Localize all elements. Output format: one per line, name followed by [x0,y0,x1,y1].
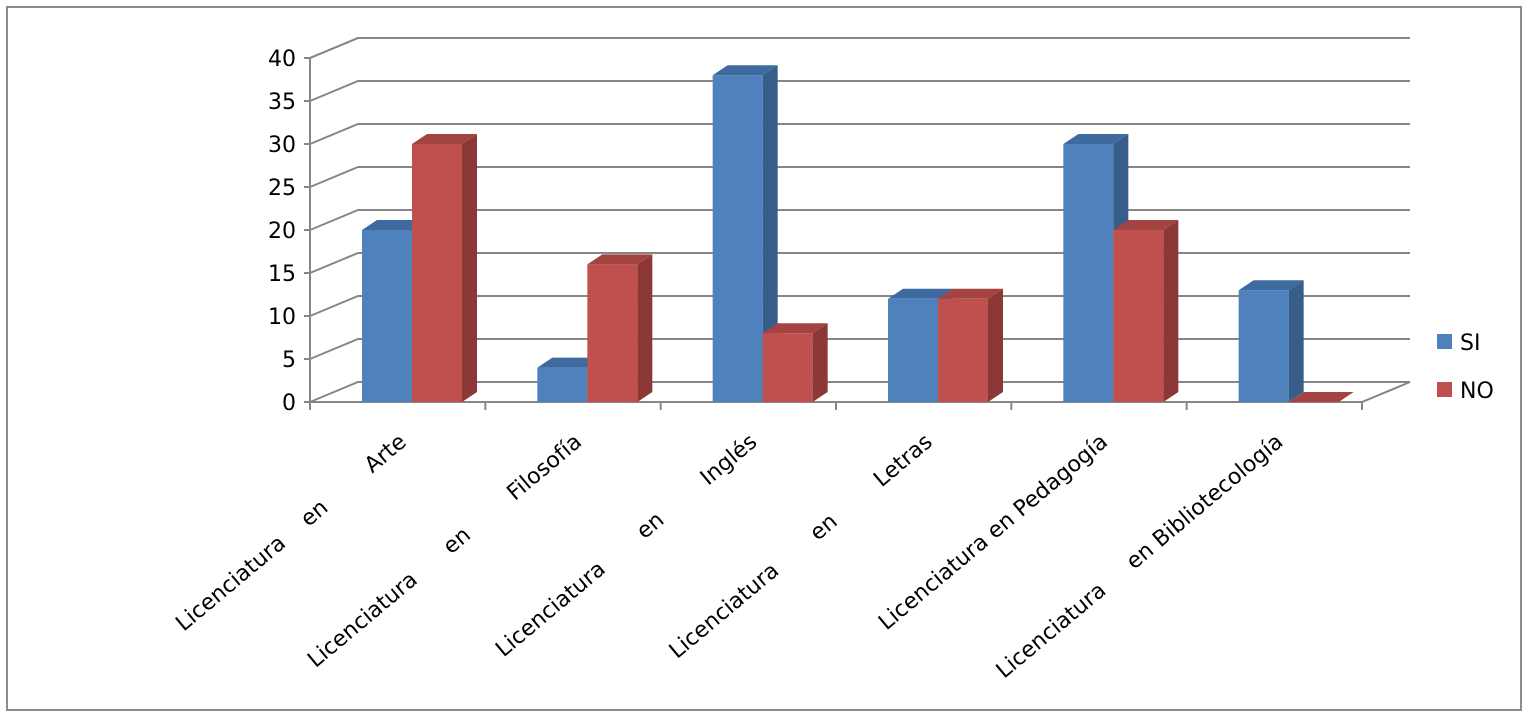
bar-side-no [637,254,653,402]
bar-no [587,264,638,402]
y-tick-label: 25 [268,176,296,201]
bar-top-no [1113,220,1179,230]
gridline [309,338,1410,360]
y-tick-label: 15 [268,262,296,287]
y-tick-label: 40 [268,47,296,72]
bar-si [1238,290,1289,402]
bar-top-no [1288,392,1354,402]
gridline [309,166,1410,188]
bar-top-no [938,288,1003,299]
legend-swatch-no [1437,382,1452,397]
legend-label-si: SI [1460,331,1480,356]
y-axis-ticks: 0 5 10 15 20 25 30 35 40 [268,47,296,416]
bar-si [1063,144,1114,402]
bar-top-no [762,323,828,334]
legend-swatch-si [1437,334,1452,349]
gridline [309,80,1410,102]
bar-side-no [988,288,1003,402]
bar-no [412,144,462,402]
axes [304,57,1363,410]
bar-si [362,230,412,402]
bar-side-si [1288,280,1304,402]
y-tick-label: 5 [282,348,296,373]
y-tick-label: 30 [268,133,296,158]
gridline [309,209,1410,231]
bar-side-si [762,65,778,402]
bar-top-si [1063,134,1129,144]
legend: SI NO [1437,331,1494,404]
bars [362,65,1354,402]
bar-si [888,298,938,402]
bar-top-no [587,254,653,265]
bar-side-no [812,323,828,402]
y-tick-label: 20 [268,219,296,244]
gridlines [309,37,1410,360]
legend-label-no: NO [1460,379,1494,404]
bar-top-si [712,65,778,76]
bar-no [762,333,813,402]
y-tick-label: 10 [268,305,296,330]
gridline [309,37,1410,59]
bar-side-no [1163,220,1179,402]
y-tick-label: 0 [282,391,296,416]
bar-no [938,298,988,402]
bar-si [537,367,588,402]
bar-top-si [537,357,603,368]
bar-no [1113,230,1164,402]
bar-top-si [888,288,953,299]
bar-si [712,75,763,402]
bar-top-no [412,134,477,144]
gridline [309,252,1410,274]
gridline [309,123,1410,145]
bar-side-no [462,134,477,402]
bar-top-si [362,220,427,230]
gridline [309,295,1410,317]
y-tick-label: 35 [268,90,296,115]
bar-top-si [1238,280,1304,291]
